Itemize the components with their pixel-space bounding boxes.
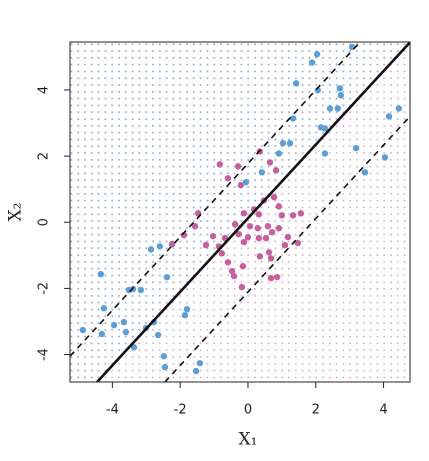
x-tick-label: 2 — [312, 403, 320, 418]
point — [337, 92, 345, 99]
point — [258, 169, 266, 176]
point — [168, 240, 176, 248]
point — [352, 144, 360, 152]
point — [321, 150, 329, 157]
point — [289, 115, 297, 122]
y-tick-label: 0 — [37, 218, 52, 226]
y-tick-label: 4 — [37, 86, 52, 94]
point — [235, 230, 243, 238]
point — [209, 232, 217, 240]
point — [255, 211, 263, 218]
x-tick-label: 4 — [379, 403, 387, 418]
point — [272, 167, 280, 174]
y-tick-label: -2 — [37, 282, 52, 295]
margin-line — [70, 42, 361, 357]
point — [192, 367, 200, 375]
point — [163, 273, 171, 281]
point — [97, 270, 105, 278]
x-axis-label: X₁ — [239, 430, 258, 450]
point — [191, 223, 199, 230]
point — [265, 249, 273, 256]
point — [246, 223, 254, 230]
point — [266, 159, 274, 166]
point — [122, 328, 130, 336]
point — [279, 140, 287, 147]
point — [196, 359, 204, 367]
point — [181, 311, 189, 319]
margin-line — [164, 115, 410, 382]
point — [242, 179, 250, 186]
point — [262, 234, 270, 242]
point — [238, 283, 246, 291]
point — [334, 105, 341, 112]
x-tick-label: -4 — [106, 403, 119, 418]
point — [216, 161, 224, 168]
point — [395, 105, 403, 112]
point — [98, 330, 106, 338]
point — [270, 193, 278, 201]
point — [292, 80, 300, 87]
x-tick-label: -2 — [174, 403, 187, 418]
point — [224, 259, 232, 266]
point — [297, 210, 305, 217]
point — [381, 154, 389, 161]
x-tick-label: 0 — [244, 403, 252, 418]
point — [275, 203, 283, 210]
point — [234, 163, 242, 170]
point — [224, 175, 232, 182]
decision-boundary — [96, 42, 410, 382]
point — [267, 255, 275, 262]
point — [336, 85, 344, 92]
point — [160, 353, 168, 360]
point — [313, 51, 321, 58]
point — [218, 250, 226, 257]
point — [275, 225, 283, 232]
plot-frame — [69, 41, 411, 383]
point — [154, 331, 162, 339]
point — [137, 286, 145, 294]
point — [202, 241, 210, 249]
point — [308, 59, 316, 66]
point — [275, 150, 283, 157]
point — [156, 243, 164, 250]
point — [284, 233, 292, 241]
y-tick-label: 2 — [37, 152, 52, 160]
point — [79, 326, 87, 334]
point — [120, 318, 128, 326]
point — [286, 140, 294, 147]
point — [385, 113, 393, 120]
point — [317, 124, 325, 131]
point — [361, 169, 369, 176]
point — [267, 274, 275, 282]
point — [268, 228, 276, 236]
point — [240, 210, 248, 217]
point — [281, 241, 289, 249]
point — [110, 321, 118, 329]
point — [239, 263, 247, 270]
point — [289, 212, 297, 219]
point — [256, 253, 264, 260]
point — [273, 273, 281, 281]
point — [244, 233, 252, 241]
point — [237, 182, 245, 189]
point — [255, 234, 263, 242]
point — [231, 221, 239, 228]
plot — [70, 42, 410, 382]
point — [240, 238, 248, 246]
point — [130, 344, 138, 351]
point — [294, 239, 301, 247]
point — [147, 246, 155, 253]
point — [161, 363, 169, 371]
point — [230, 272, 238, 280]
point — [183, 306, 191, 313]
point — [100, 305, 108, 312]
point — [228, 268, 236, 275]
point — [326, 105, 334, 112]
point — [278, 212, 286, 219]
point — [264, 223, 272, 230]
y-tick-label: -4 — [37, 348, 52, 361]
point — [254, 225, 261, 232]
y-axis-label: X₂ — [6, 203, 26, 222]
